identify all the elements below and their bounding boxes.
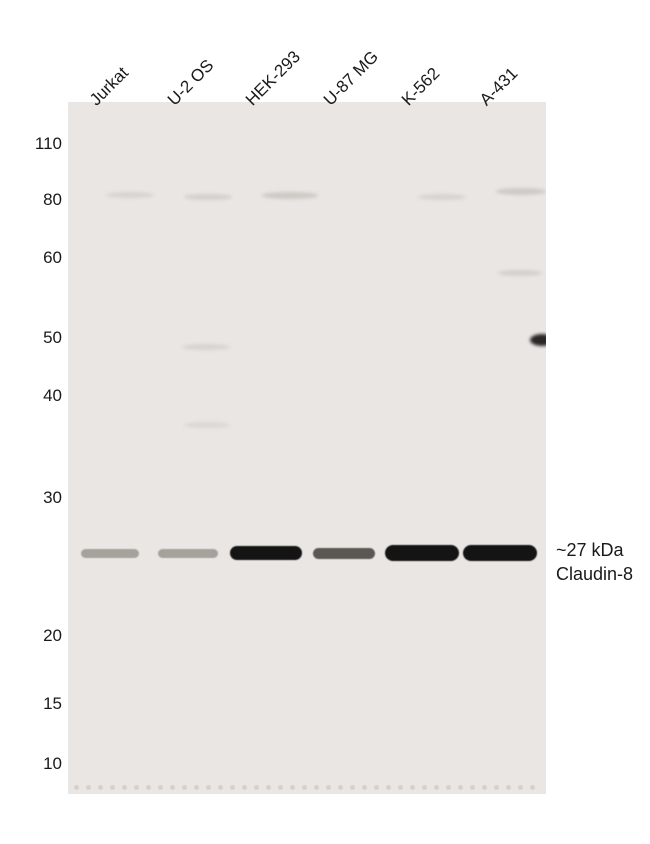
ladder-marker: 15 [12,694,62,714]
nonspecific-band [498,270,542,276]
dye-front-dot [182,785,187,790]
dye-front-dot [446,785,451,790]
dye-front-dot [170,785,175,790]
band-annotation-protein: Claudin-8 [556,564,633,585]
ladder-marker: 30 [12,488,62,508]
dye-front-dot [98,785,103,790]
ladder-marker: 80 [12,190,62,210]
claudin8-band [385,545,459,561]
dye-front-dot [74,785,79,790]
ladder-marker: 110 [12,134,62,154]
dye-front-dot [266,785,271,790]
claudin8-band [158,549,218,558]
dye-front-dot [422,785,427,790]
ladder-marker: 20 [12,626,62,646]
dye-front-dot [302,785,307,790]
ladder-marker: 10 [12,754,62,774]
dye-front [68,784,546,792]
dye-front-dot [458,785,463,790]
ladder-marker: 40 [12,386,62,406]
dye-front-dot [398,785,403,790]
dye-front-dot [326,785,331,790]
dye-front-dot [158,785,163,790]
western-blot-membrane [68,102,546,794]
dye-front-dot [206,785,211,790]
dye-front-dot [278,785,283,790]
lane-label: U-87 MG [320,47,383,110]
claudin8-band [230,546,302,560]
nonspecific-band [496,188,546,195]
dye-front-dot [518,785,523,790]
claudin8-band [463,545,537,561]
dye-front-dot [338,785,343,790]
dye-front-dot [218,785,223,790]
dye-front-dot [386,785,391,790]
dye-front-dot [494,785,499,790]
dye-front-dot [530,785,535,790]
dye-front-dot [122,785,127,790]
nonspecific-band [418,194,466,200]
nonspecific-band [106,192,154,198]
nonspecific-band [530,334,546,346]
dye-front-dot [254,785,259,790]
nonspecific-band [262,192,318,199]
figure-container: 1108060504030201510 JurkatU-2 OSHEK-293U… [0,0,650,844]
dye-front-dot [434,785,439,790]
dye-front-dot [290,785,295,790]
lane-label: HEK-293 [242,47,305,110]
ladder-marker: 60 [12,248,62,268]
dye-front-dot [314,785,319,790]
ladder-marker: 50 [12,328,62,348]
dye-front-dot [482,785,487,790]
nonspecific-band [184,422,230,428]
dye-front-dot [146,785,151,790]
claudin8-band [81,549,139,558]
dye-front-dot [230,785,235,790]
band-annotation-kda: ~27 kDa [556,540,624,561]
dye-front-dot [110,785,115,790]
dye-front-dot [350,785,355,790]
dye-front-dot [470,785,475,790]
dye-front-dot [242,785,247,790]
dye-front-dot [410,785,415,790]
nonspecific-band [182,344,230,350]
claudin8-band [313,548,375,559]
dye-front-dot [362,785,367,790]
dye-front-dot [506,785,511,790]
dye-front-dot [86,785,91,790]
dye-front-dot [374,785,379,790]
nonspecific-band [184,194,232,200]
dye-front-dot [134,785,139,790]
dye-front-dot [194,785,199,790]
